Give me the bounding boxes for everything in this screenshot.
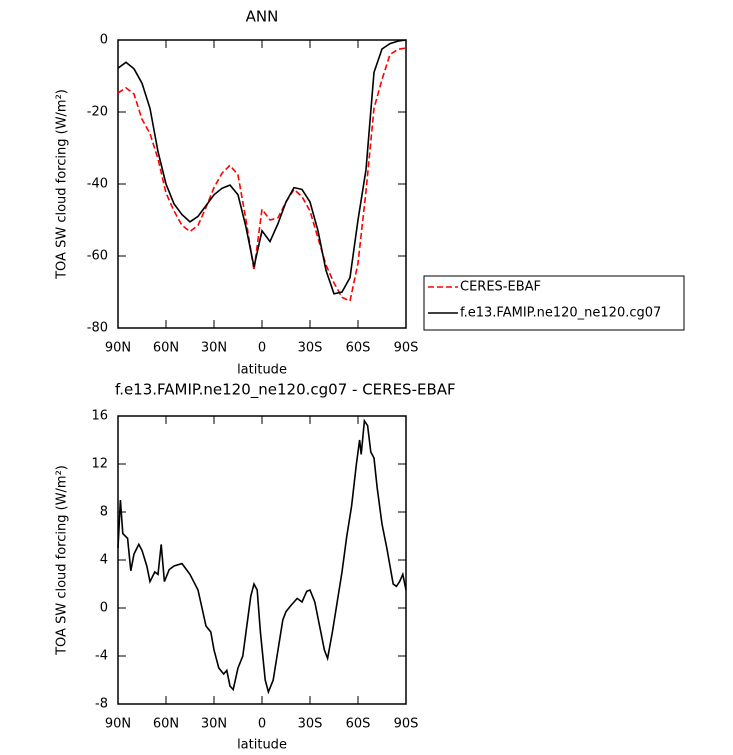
x-tick-label: 60N bbox=[153, 717, 179, 732]
x-tick-label: 90S bbox=[394, 717, 419, 732]
plot-frame bbox=[117, 39, 407, 329]
x-tick-label: 90N bbox=[105, 341, 131, 356]
x-tick-label: 60S bbox=[346, 717, 371, 732]
y-tick-label: 0 bbox=[100, 601, 108, 616]
x-tick-label: 30S bbox=[298, 341, 323, 356]
x-axis-label: latitude bbox=[237, 738, 287, 753]
x-tick-label: 30S bbox=[298, 717, 323, 732]
y-tick-label: 0 bbox=[100, 33, 108, 48]
data-line bbox=[117, 418, 407, 695]
y-tick-label: -20 bbox=[87, 105, 108, 120]
y-axis-label: TOA SW cloud forcing (W/m²) bbox=[55, 465, 70, 656]
chart-title: ANN bbox=[246, 8, 279, 26]
y-tick-label: 16 bbox=[91, 409, 108, 424]
y-axis-label: TOA SW cloud forcing (W/m²) bbox=[55, 89, 70, 280]
chart-title: f.e13.FAMIP.ne120_ne120.cg07 - CERES-EBA… bbox=[115, 381, 456, 400]
x-tick-label: 30N bbox=[201, 341, 227, 356]
y-tick-label: -60 bbox=[87, 249, 108, 264]
y-tick-label: -80 bbox=[87, 321, 108, 336]
x-axis-label: latitude bbox=[237, 363, 287, 378]
legend-label: f.e13.FAMIP.ne120_ne120.cg07 bbox=[460, 306, 661, 321]
legend-label: CERES-EBAF bbox=[460, 280, 541, 295]
x-tick-label: 0 bbox=[258, 717, 266, 732]
x-tick-label: 90S bbox=[394, 341, 419, 356]
data-line bbox=[117, 39, 407, 295]
x-tick-label: 90N bbox=[105, 717, 131, 732]
y-tick-label: 12 bbox=[91, 457, 108, 472]
x-tick-label: 30N bbox=[201, 717, 227, 732]
y-tick-label: -4 bbox=[95, 649, 108, 664]
y-tick-label: -8 bbox=[95, 697, 108, 712]
y-tick-label: -40 bbox=[87, 177, 108, 192]
data-line bbox=[117, 47, 407, 303]
x-tick-label: 60N bbox=[153, 341, 179, 356]
y-tick-label: 8 bbox=[100, 505, 108, 520]
y-tick-label: 4 bbox=[100, 553, 108, 568]
legend-box bbox=[423, 275, 685, 331]
x-tick-label: 60S bbox=[346, 341, 371, 356]
plot-frame bbox=[117, 415, 407, 705]
x-tick-label: 0 bbox=[258, 341, 266, 356]
